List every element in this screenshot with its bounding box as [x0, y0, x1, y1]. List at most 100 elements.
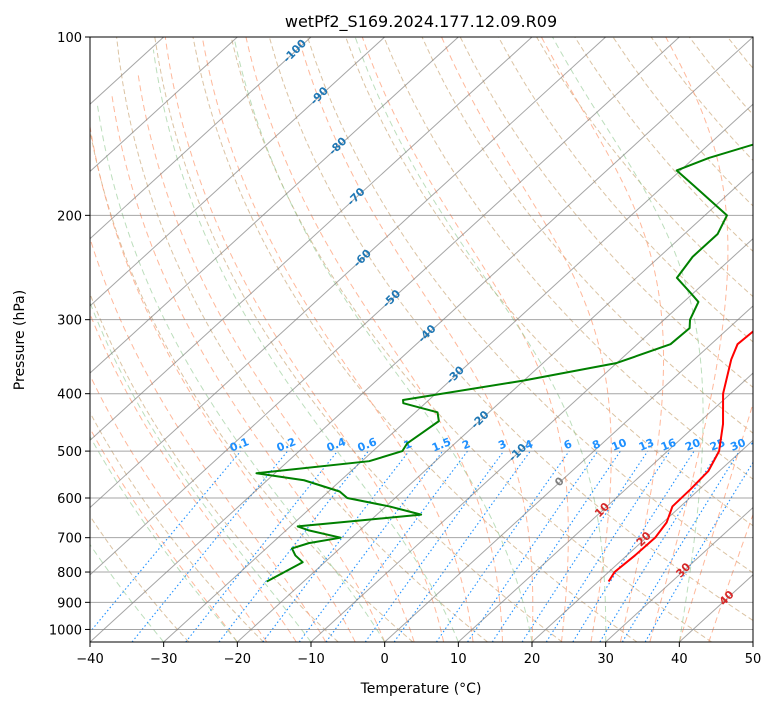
y-axis: 100 200 300 400 500 600 700 800 900 1000	[49, 31, 90, 638]
mixing-ratio-line	[491, 450, 621, 642]
mixing-ratio-line	[325, 450, 468, 642]
y-tick-label: 300	[57, 314, 82, 329]
mixing-ratio-label: 2	[460, 437, 472, 452]
x-tick-label: 20	[524, 652, 541, 667]
plot-frame	[89, 36, 754, 643]
y-tick-label: 800	[57, 566, 82, 581]
temperature-profile-line	[607, 330, 753, 583]
y-tick-label: 100	[57, 31, 82, 46]
mixing-ratio-label: 25	[708, 436, 727, 454]
moist-adiabat-line	[111, 94, 386, 642]
isotherm-line	[90, 37, 459, 374]
y-tick-label: 500	[57, 445, 82, 460]
gridlines	[90, 37, 753, 642]
mixing-ratio-label: 8	[590, 437, 602, 452]
mixing-ratio-lines	[90, 450, 753, 642]
mixing-ratio-line	[545, 450, 671, 642]
mixing-ratio-line	[621, 450, 740, 642]
x-tick-label: −40	[76, 652, 103, 667]
y-axis-title: Pressure (hPa)	[12, 290, 28, 390]
dry-adiabat-line	[536, 37, 753, 298]
moist-adiabat-line	[201, 37, 474, 642]
moist-adiabat-line	[164, 37, 445, 642]
wet-bulb-line	[90, 301, 312, 642]
x-tick-label: −10	[297, 652, 324, 667]
sounding-profiles	[255, 143, 753, 583]
mixing-ratio-label: 3	[496, 437, 508, 452]
mixing-ratio-line	[185, 450, 338, 642]
moist-adiabat-line	[649, 37, 729, 642]
moist-adiabat-line	[90, 427, 238, 642]
isotherm-line	[90, 37, 312, 240]
moist-adiabat-line	[90, 123, 356, 642]
isotherm-line	[90, 37, 680, 576]
mixing-ratio-line	[90, 450, 242, 633]
isotherm-line	[236, 170, 753, 642]
x-tick-label: 50	[745, 652, 762, 667]
moist-adiabat-line	[297, 37, 534, 642]
isotherm-line	[90, 37, 386, 307]
mixing-ratio-label: 16	[659, 436, 678, 454]
x-axis: −40 −30 −20 −10 0 10 20 30 40 50	[76, 642, 761, 667]
mixing-ratio-line	[572, 450, 695, 642]
wet-bulb-line	[96, 104, 386, 642]
dry-adiabat-line	[307, 37, 753, 574]
mixing-ratio-line	[262, 450, 410, 642]
x-axis-title: Temperature (°C)	[360, 681, 482, 697]
mixing-ratio-label: 10	[610, 436, 629, 454]
dry-adiabat-line	[192, 37, 638, 642]
chart-title: wetPf2_S169.2024.177.12.09.R09	[285, 12, 557, 32]
isotherm-line	[90, 37, 533, 442]
moist-adiabat-line	[90, 374, 268, 642]
wet-bulb-line	[152, 49, 459, 642]
mixing-ratio-label: 1	[402, 437, 414, 452]
mixing-ratio-line	[435, 450, 570, 642]
dry-adiabat-line	[90, 411, 264, 642]
x-tick-label: 30	[597, 652, 614, 667]
y-tick-label: 1000	[49, 623, 82, 638]
dry-adiabat-line	[421, 37, 753, 434]
mixing-ratio-line	[298, 450, 444, 642]
mixing-ratio-label: 20	[683, 436, 702, 454]
moist-adiabat-line	[245, 37, 504, 642]
isotherm-line	[384, 305, 753, 642]
isotherm-line	[457, 372, 753, 642]
x-tick-label: 0	[381, 652, 389, 667]
isotherm-line	[90, 37, 753, 642]
y-tick-label: 200	[57, 209, 82, 224]
wet-bulb-line	[90, 435, 238, 642]
y-tick-label: 700	[57, 532, 82, 547]
x-tick-label: 10	[450, 652, 467, 667]
moist-adiabat-line	[678, 401, 753, 642]
mixing-ratio-line	[131, 450, 289, 642]
moist-adiabat-line	[708, 513, 753, 642]
y-tick-label: 600	[57, 492, 82, 507]
x-tick-label: −30	[150, 652, 177, 667]
isotherm-line	[90, 37, 607, 509]
dewpoint-profile-line	[255, 143, 753, 583]
mixing-ratio-line	[364, 450, 505, 642]
wet-bulb-line	[354, 37, 607, 642]
mixing-ratio-line	[467, 450, 599, 642]
isotherm-line	[605, 506, 753, 642]
dry-adiabat-line	[497, 37, 753, 343]
moist-adiabat-line	[361, 37, 569, 642]
y-tick-label: 400	[57, 388, 82, 403]
dry-adiabat-line	[154, 37, 563, 642]
isotherm-line	[310, 237, 753, 642]
wet-bulb-line	[552, 37, 704, 642]
dry-adiabat-line	[268, 37, 753, 622]
mixing-ratio-label: 36	[749, 436, 768, 454]
isotherm-line	[531, 439, 753, 642]
mixing-ratio-label: 13	[637, 436, 656, 454]
y-tick-label: 900	[57, 596, 82, 611]
mixing-ratio-line	[521, 450, 649, 642]
isotherm-line	[90, 37, 238, 173]
x-tick-label: −20	[224, 652, 251, 667]
wet-bulb-line	[233, 37, 533, 642]
moist-adiabat-line	[441, 37, 612, 642]
isotherm-line	[163, 103, 753, 642]
moist-adiabat-line	[540, 37, 665, 642]
mixing-ratio-label: 30	[728, 436, 747, 454]
